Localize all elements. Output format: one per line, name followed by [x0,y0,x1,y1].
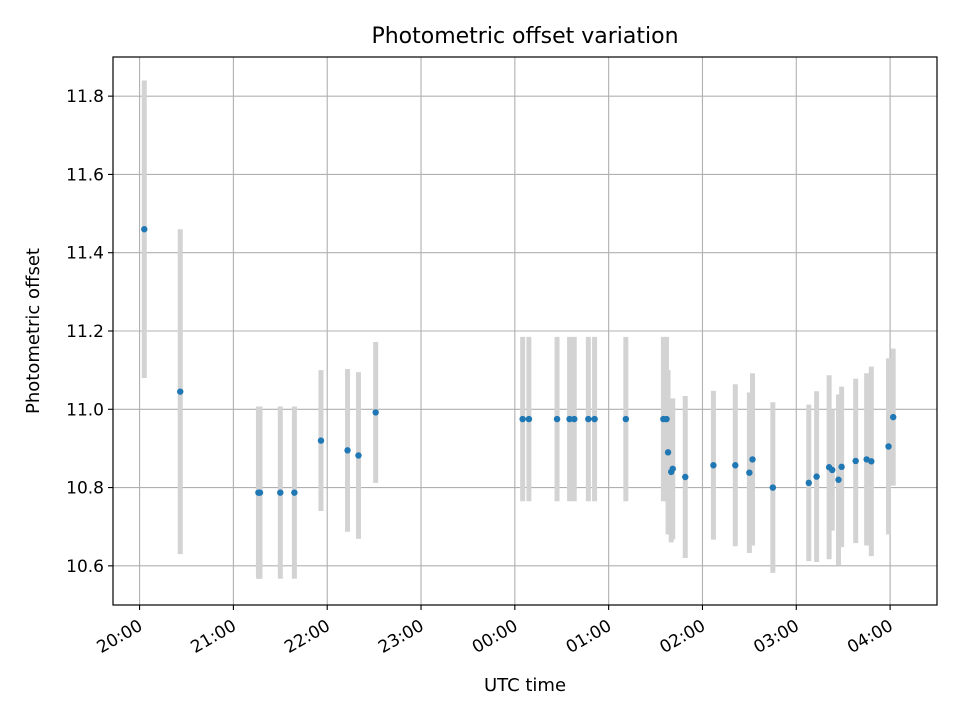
y-tick-label: 11.2 [66,322,104,342]
x-tick-label: 23:00 [375,616,427,658]
x-tick-label: 02:00 [657,616,709,658]
data-point [885,443,892,450]
data-point [355,452,362,459]
x-tick-label: 00:00 [469,616,521,658]
y-tick-label: 11.8 [66,87,104,107]
x-axis-label: UTC time [484,675,566,696]
data-point [256,489,264,496]
data-point [664,449,672,456]
data-point [277,489,284,496]
data-point [852,457,859,465]
y-axis-ticks: 10.6 10.8 11.0 11.2 11.4 11.6 11.8 [66,87,113,577]
data-point [525,415,533,423]
data-point [571,415,578,423]
data-point [591,415,598,423]
data-point [344,447,351,454]
data-point [813,473,820,480]
y-tick-label: 10.8 [66,479,104,499]
data-point [682,473,689,481]
x-tick-label: 21:00 [187,616,239,658]
y-axis-label: Photometric offset [23,248,44,414]
data-point [291,489,298,496]
x-tick-label: 03:00 [750,616,802,658]
data-points [141,226,897,496]
data-point [746,469,753,476]
data-point [669,465,676,472]
data-point [868,458,875,465]
data-point [585,415,592,423]
x-tick-label: 22:00 [281,616,333,658]
y-tick-label: 10.6 [66,557,104,577]
data-point [622,415,630,423]
data-point [372,409,379,416]
data-point [710,462,717,469]
data-point [805,479,812,487]
data-point [829,466,836,474]
data-point [838,463,845,471]
x-tick-label: 04:00 [844,616,896,658]
data-point [835,476,842,483]
data-point [317,437,325,444]
data-point [663,415,670,423]
data-point [553,415,561,423]
y-tick-label: 11.6 [66,165,104,185]
data-point [566,415,573,423]
grid-lines [113,57,937,605]
x-axis-ticks: 20:00 21:00 22:00 23:00 00:00 01:00 02:00 03:00… [94,605,897,658]
data-point [769,484,777,491]
y-tick-label: 11.4 [66,244,104,264]
error-bars [141,80,896,579]
data-point [749,456,756,463]
data-point [177,388,184,395]
chart-title: Photometric offset variation [371,24,678,49]
data-point [732,462,739,469]
data-point [519,415,526,423]
data-point [141,226,148,233]
x-tick-label: 01:00 [563,616,615,658]
y-tick-label: 11.0 [66,400,104,420]
data-point [890,413,897,421]
x-tick-label: 20:00 [94,616,146,658]
